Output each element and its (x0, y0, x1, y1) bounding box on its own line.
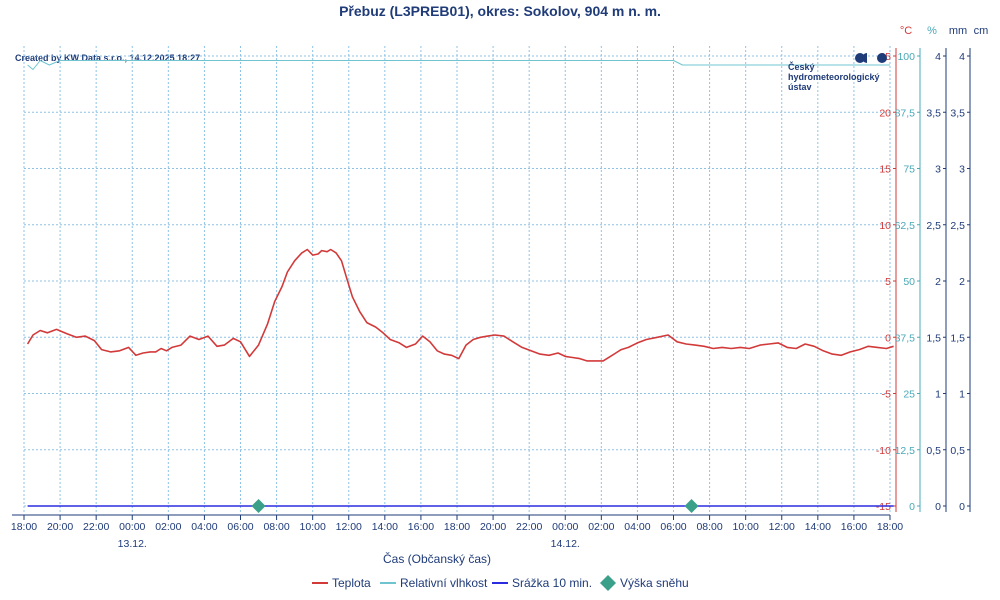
x-tick-label: 20:00 (480, 521, 506, 533)
x-tick-label: 00:00 (119, 521, 145, 533)
y-tick-label-temperature: -10 (876, 445, 891, 457)
x-axis-label: Čas (Občanský čas) (383, 551, 491, 566)
x-tick-label: 04:00 (624, 521, 650, 533)
unit-humidity: % (927, 25, 937, 37)
y-tick-label-precipitation: 3,5 (926, 107, 941, 119)
x-tick-label: 16:00 (408, 521, 434, 533)
y-tick-label-humidity: 75 (903, 164, 915, 176)
y-tick-label-snow: 3,5 (950, 107, 965, 119)
unit-snow: cm (974, 25, 989, 37)
x-tick-label: 14:00 (805, 521, 831, 533)
series-layer (26, 60, 894, 513)
y-tick-label-humidity: 37,5 (895, 332, 916, 344)
date-label: 13.12. (118, 538, 147, 550)
x-tick-label: 18:00 (444, 521, 470, 533)
x-tick-label: 16:00 (841, 521, 867, 533)
x-tick-label: 00:00 (552, 521, 578, 533)
legend-label: Výška sněhu (620, 576, 689, 590)
x-tick-label: 20:00 (47, 521, 73, 533)
snow-depth-marker (684, 499, 699, 513)
axes: 18:00 20:00 22:00 00:00 02:00 04:00 06:00 08:00… (11, 48, 971, 550)
credit-text: Created by KW Data s.r.o., 14.12.2025 18… (15, 53, 200, 63)
x-tick-label: 08:00 (263, 521, 289, 533)
y-tick-label-precipitation: 2,5 (926, 220, 941, 232)
legend: Teplota Relativní vlhkost Srážka 10 min. Vý… (312, 575, 689, 591)
date-label: 14.12. (551, 538, 580, 550)
y-tick-label-snow: 4 (959, 51, 965, 63)
y-tick-label-precipitation: 0,5 (926, 445, 941, 457)
y-tick-label-snow: 0 (959, 501, 965, 513)
y-tick-label-temperature: -5 (882, 389, 891, 401)
x-tick-label: 22:00 (516, 521, 542, 533)
y-tick-label-precipitation: 1 (935, 389, 941, 401)
y-tick-label-snow: 3 (959, 164, 965, 176)
x-tick-label: 22:00 (83, 521, 109, 533)
y-tick-label-temperature: -15 (876, 501, 891, 513)
y-tick-label-snow: 0,5 (950, 445, 965, 457)
y-tick-label-humidity: 62,5 (895, 220, 916, 232)
y-tick-label-snow: 2,5 (950, 220, 965, 232)
y-tick-label-humidity: 50 (903, 276, 915, 288)
x-tick-label: 18:00 (11, 521, 37, 533)
y-tick-label-precipitation: 4 (935, 51, 941, 63)
x-tick-label: 10:00 (300, 521, 326, 533)
logo-half-icon (862, 53, 867, 63)
y-tick-label-temperature: 20 (879, 107, 891, 119)
x-tick-label: 08:00 (696, 521, 722, 533)
x-tick-label: 14:00 (372, 521, 398, 533)
logo-line-1: Český (788, 61, 815, 72)
y-tick-label-precipitation: 1,5 (926, 332, 941, 344)
y-tick-label-temperature: 10 (879, 220, 891, 232)
y-tick-label-humidity: 87,5 (895, 107, 916, 119)
legend-label: Srážka 10 min. (512, 576, 592, 590)
y-tick-label-temperature: 0 (885, 332, 891, 344)
chmu-logo: Český hydrometeorologický ústav (788, 53, 887, 92)
x-tick-label: 10:00 (733, 521, 759, 533)
y-tick-label-snow: 2 (959, 276, 965, 288)
x-tick-label: 06:00 (227, 521, 253, 533)
y-tick-label-snow: 1 (959, 389, 965, 401)
y-tick-label-precipitation: 0 (935, 501, 941, 513)
logo-line-3: ústav (788, 82, 812, 92)
logo-line-2: hydrometeorologický (788, 72, 880, 82)
x-tick-label: 02:00 (155, 521, 181, 533)
humidity-line (27, 60, 890, 70)
y-tick-label-humidity: 25 (903, 389, 915, 401)
unit-precipitation: mm (949, 25, 967, 37)
x-tick-label: 12:00 (769, 521, 795, 533)
legend-label: Relativní vlhkost (400, 576, 488, 590)
x-tick-label: 18:00 (877, 521, 903, 533)
x-tick-label: 02:00 (588, 521, 614, 533)
y-tick-label-precipitation: 2 (935, 276, 941, 288)
snow-depth-marker (251, 499, 266, 513)
temperature-line (26, 248, 894, 362)
y-tick-label-temperature: 15 (879, 164, 891, 176)
x-tick-label: 12:00 (336, 521, 362, 533)
y-tick-label-humidity: 100 (897, 51, 915, 63)
x-tick-label: 06:00 (660, 521, 686, 533)
y-tick-label-humidity: 12,5 (895, 445, 916, 457)
y-tick-label-humidity: 0 (909, 501, 915, 513)
logo-dot-icon (877, 53, 887, 63)
x-tick-label: 04:00 (191, 521, 217, 533)
y-tick-label-temperature: 5 (885, 276, 891, 288)
unit-temperature: °C (900, 25, 912, 37)
y-tick-label-snow: 1,5 (950, 332, 965, 344)
legend-label: Teplota (332, 576, 371, 590)
y-tick-label-precipitation: 3 (935, 164, 941, 176)
legend-diamond-icon (600, 575, 616, 591)
chart-title: Přebuz (L3PREB01), okres: Sokolov, 904 m… (339, 3, 661, 19)
grid (23, 46, 891, 514)
logo-dot-icon (855, 53, 865, 63)
